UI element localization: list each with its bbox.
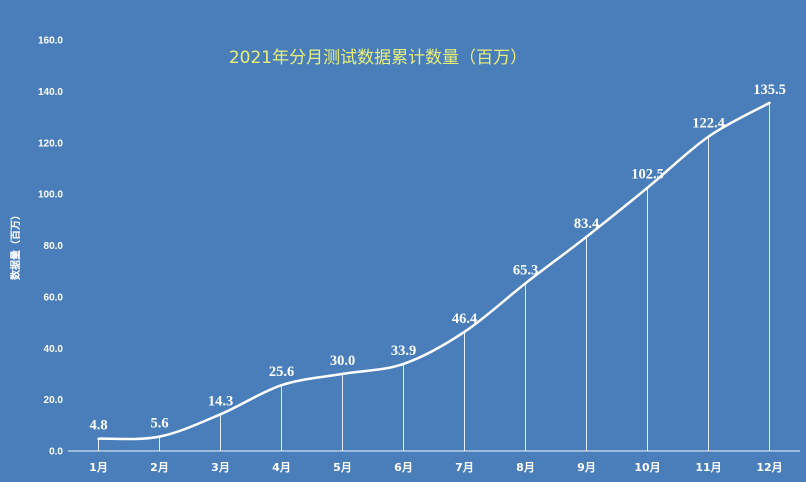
x-tick-label: 7月 [455,461,474,474]
x-tick-label: 3月 [211,461,230,474]
x-tick-label: 8月 [516,461,535,474]
y-tick-label: 80.0 [44,241,64,252]
series-line [97,101,771,441]
y-tick-label: 0.0 [49,447,63,458]
x-axis-ticks: 1月 2月 3月 4月 5月 6月 7月 8月 9月 10月 11月 12月 [89,461,782,474]
x-tick-label: 6月 [394,461,413,474]
y-tick-label: 120.0 [38,138,63,149]
y-tick-label: 100.0 [38,190,63,201]
chart-title: 2021年分月测试数据累计数量（百万） [229,48,527,68]
data-point-label: 33.9 [391,343,416,359]
data-point-label: 65.3 [513,262,538,278]
data-point-label: 122.4 [692,116,725,132]
data-labels: 4.8 5.6 14.3 25.6 30.0 33.9 46.4 65.3 83.4 102.5 1… [89,82,785,434]
x-tick-label: 1月 [89,461,108,474]
data-point-label: 4.8 [89,418,107,434]
data-point-label: 46.4 [452,311,477,327]
data-point-label: 14.3 [208,393,233,409]
y-tick-label: 160.0 [38,36,63,47]
data-point-label: 135.5 [753,82,786,98]
x-tick-label: 10月 [634,461,660,474]
y-tick-label: 40.0 [44,344,64,355]
x-tick-label: 2月 [150,461,169,474]
y-axis-label: 数据量（百万） [9,210,22,280]
x-tick-label: 5月 [333,461,352,474]
data-point-label: 5.6 [150,416,168,432]
data-point-label: 102.5 [631,167,664,183]
y-tick-label: 60.0 [44,292,64,303]
data-point-label: 30.0 [330,353,355,369]
x-tick-label: 9月 [577,461,596,474]
data-point-label: 83.4 [574,216,599,232]
x-tick-label: 12月 [756,461,782,474]
x-tick-label: 11月 [695,461,721,474]
x-tick-label: 4月 [272,461,291,474]
y-tick-label: 140.0 [38,87,63,98]
drop-lines [98,102,770,451]
y-axis-ticks: 0.0 20.0 40.0 60.0 80.0 100.0 120.0 140.0 160.0 [38,36,63,458]
y-tick-label: 20.0 [44,395,64,406]
data-point-label: 25.6 [269,364,294,380]
